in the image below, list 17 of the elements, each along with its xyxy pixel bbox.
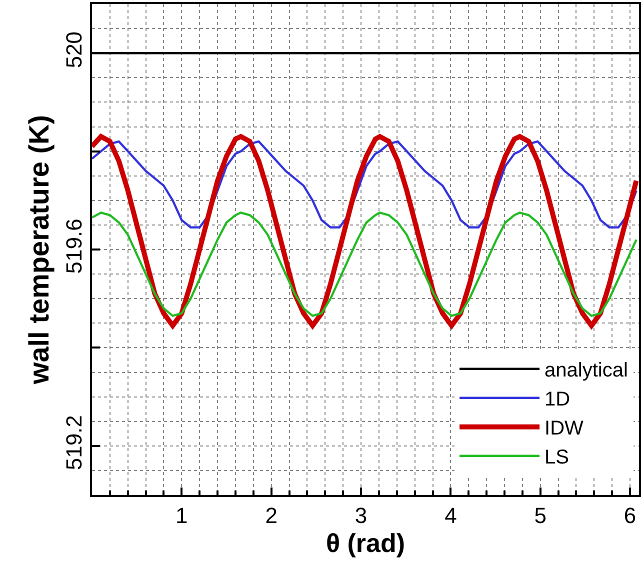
line-series xyxy=(92,212,638,317)
x-tick-label: 5 xyxy=(534,503,546,528)
y-axis-title: wall temperature (K) xyxy=(24,114,55,386)
y-tick-label: 519.2 xyxy=(61,415,86,470)
legend-label: 1D xyxy=(544,388,570,411)
x-axis-title: θ (rad) xyxy=(326,528,406,558)
legend-label: IDW xyxy=(544,418,584,440)
line-series xyxy=(92,140,638,229)
x-tick-label: 1 xyxy=(176,503,188,528)
y-tick-label: 519.6 xyxy=(61,218,86,274)
legend-label: LS xyxy=(544,446,569,469)
legend-label: analytical xyxy=(544,360,628,382)
x-tick-label: 4 xyxy=(444,503,457,528)
x-tick-label: 2 xyxy=(265,503,278,528)
x-tick-label: 3 xyxy=(354,503,368,528)
y-tick-label: 520 xyxy=(61,31,86,68)
x-tick-label: 6 xyxy=(624,503,636,528)
